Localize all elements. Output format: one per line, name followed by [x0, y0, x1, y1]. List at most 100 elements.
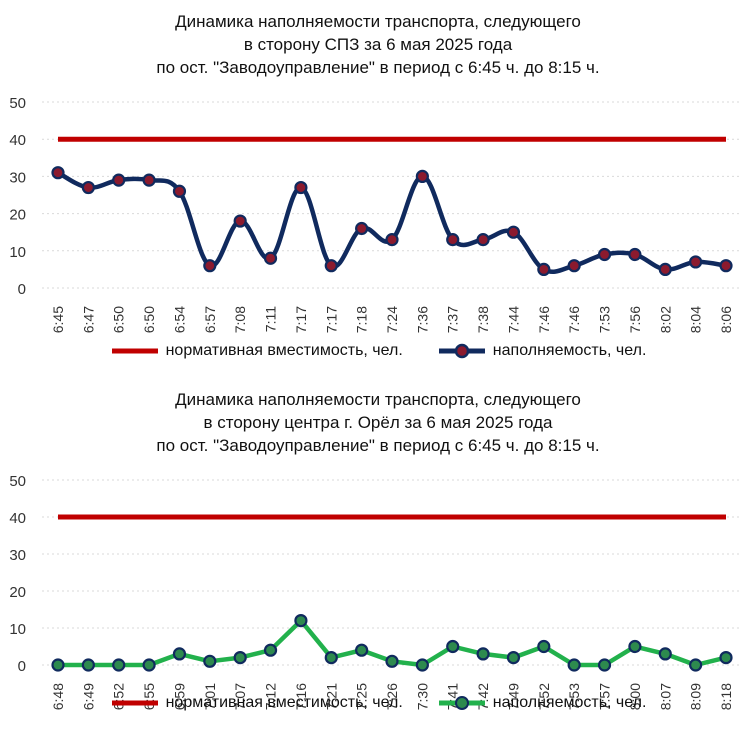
- y-tick-label: 40: [9, 510, 26, 527]
- x-tick-label: 6:54: [171, 306, 187, 333]
- chart-title: Динамика наполняемости транспорта, следу…: [0, 388, 756, 457]
- data-point: [506, 225, 521, 239]
- x-tick-label: 8:18: [718, 683, 734, 710]
- legend-item-norm: нормативная вместимость, чел.: [110, 694, 403, 712]
- y-tick-label: 20: [9, 207, 26, 224]
- x-tick-label: 7:26: [384, 683, 400, 710]
- legend-swatch-fill: [438, 696, 485, 710]
- x-tick-label: 7:07: [232, 683, 248, 710]
- x-tick-label: 7:24: [384, 306, 400, 333]
- chart-title: Динамика наполняемости транспорта, следу…: [0, 10, 756, 79]
- chart-legend: нормативная вместимость, чел. наполняемо…: [0, 342, 756, 360]
- x-tick-label: 6:48: [50, 683, 66, 710]
- y-tick-label: 30: [9, 547, 26, 564]
- y-tick-label: 0: [18, 281, 26, 298]
- x-tick-label: 7:52: [536, 683, 552, 710]
- data-point: [203, 259, 217, 273]
- data-point: [537, 262, 551, 276]
- data-point: [628, 247, 642, 262]
- legend-swatch-norm: [111, 348, 158, 354]
- legend-label-fill: наполняемость, чел.: [492, 342, 647, 359]
- data-point: [81, 180, 95, 195]
- chart-title-line: Динамика наполняемости транспорта, следу…: [175, 390, 581, 409]
- x-tick-label: 7:12: [263, 683, 279, 710]
- legend-item-fill: наполняемость, чел.: [437, 694, 646, 712]
- legend-swatch-norm: [111, 700, 158, 706]
- x-tick-label: 6:57: [202, 306, 218, 333]
- x-tick-label: 7:53: [597, 306, 613, 333]
- chart-orel: Динамика наполняемости транспорта, следу…: [0, 378, 756, 756]
- chart-plot: 0 10 20 30 40 50 6:45 6:47 6:50 6:50 6:54 6:57 7:08 7…: [9, 95, 740, 333]
- x-tick-label: 7:11: [263, 306, 279, 332]
- x-tick-label: 7:44: [505, 306, 521, 333]
- data-point: [142, 173, 156, 187]
- data-point: [51, 658, 65, 672]
- x-tick-label: 8:00: [627, 683, 643, 710]
- data-point: [112, 173, 126, 187]
- data-point: [628, 639, 642, 654]
- legend-label-norm: нормативная вместимость, чел.: [165, 694, 403, 711]
- x-tick-label: 7:53: [566, 683, 582, 710]
- chart-title-line: в сторону СПЗ за 6 мая 2025 года: [243, 35, 513, 54]
- x-tick-label: 8:07: [657, 683, 673, 710]
- data-point: [51, 166, 65, 180]
- chart-title-line: по ост. "Заводоуправление" в период с 6:…: [156, 436, 600, 455]
- x-tick-label: 7:49: [505, 683, 521, 710]
- x-tick-label: 6:50: [141, 306, 157, 333]
- data-point: [476, 647, 490, 661]
- x-tick-label: 7:36: [414, 306, 430, 333]
- chart-title-line: по ост. "Заводоуправление" в период с 6:…: [156, 58, 600, 77]
- y-tick-label: 50: [9, 473, 26, 490]
- x-tick-label: 7:56: [627, 306, 643, 333]
- data-point: [142, 658, 156, 672]
- data-point: [537, 639, 551, 654]
- x-tick-label: 7:18: [354, 306, 370, 333]
- x-tick-label: 6:49: [80, 683, 96, 710]
- y-tick-label: 0: [18, 658, 26, 675]
- data-point: [355, 643, 369, 657]
- data-point: [385, 654, 399, 668]
- data-point: [263, 251, 278, 265]
- data-point: [385, 233, 399, 247]
- y-tick-label: 10: [9, 244, 26, 261]
- data-point: [294, 614, 308, 628]
- x-tick-label: 7:08: [232, 306, 248, 333]
- x-tick-label: 8:06: [718, 306, 734, 333]
- x-tick-label: 7:37: [445, 306, 461, 333]
- data-point: [719, 259, 733, 273]
- x-tick-label: 7:25: [354, 683, 370, 710]
- data-point: [233, 651, 247, 665]
- data-point: [172, 647, 187, 661]
- data-point: [567, 658, 581, 672]
- legend-item-fill: наполняемость, чел.: [437, 342, 647, 360]
- x-tick-label: 7:30: [414, 683, 430, 710]
- legend-label-norm: нормативная вместимость, чел.: [165, 342, 403, 359]
- x-tick-label: 8:09: [688, 683, 704, 710]
- data-point: [446, 233, 460, 247]
- x-tick-label: 6:47: [80, 306, 96, 333]
- data-point: [355, 221, 369, 236]
- data-point: [506, 651, 521, 665]
- data-point: [294, 180, 308, 195]
- data-point: [415, 658, 429, 672]
- series-line-fill: [56, 170, 727, 274]
- chart-title-line: в сторону центра г. Орёл за 6 мая 2025 г…: [203, 413, 553, 432]
- x-tick-label: 6:50: [111, 306, 127, 333]
- x-tick-label: 7:17: [323, 306, 339, 333]
- y-tick-label: 30: [9, 169, 26, 186]
- x-tick-label: 7:46: [566, 306, 582, 333]
- y-tick-label: 50: [9, 95, 26, 112]
- y-tick-label: 40: [9, 132, 26, 149]
- chart-title-line: Динамика наполняемости транспорта, следу…: [175, 12, 581, 31]
- x-tick-label: 7:38: [475, 306, 491, 333]
- data-point: [446, 639, 460, 654]
- data-point: [233, 214, 247, 228]
- x-tick-label: 7:57: [597, 683, 613, 710]
- data-point: [689, 658, 703, 672]
- x-tick-label: 7:16: [293, 683, 309, 710]
- data-point: [324, 651, 338, 665]
- data-point: [324, 259, 338, 273]
- x-tick-label: 7:21: [323, 683, 339, 710]
